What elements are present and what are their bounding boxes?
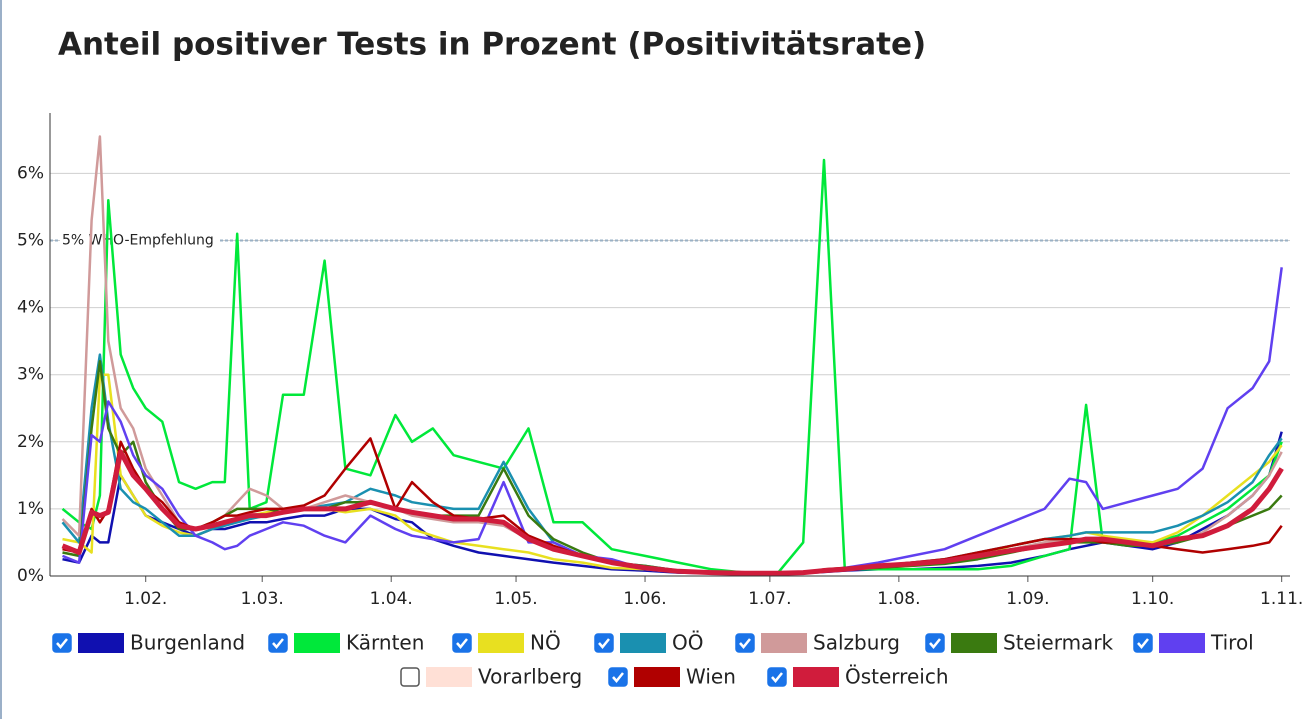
legend-swatch (951, 633, 997, 653)
legend-swatch (426, 667, 472, 687)
legend-checkbox[interactable] (608, 667, 628, 687)
series-line (61, 158, 1283, 574)
legend-item[interactable]: Burgenland (52, 631, 245, 655)
legend-item[interactable]: Kärnten (268, 631, 424, 655)
legend-item[interactable]: NÖ (452, 631, 561, 655)
y-tick-label: 4% (17, 298, 44, 318)
legend-check (456, 638, 468, 649)
x-tick-label: 1.06. (623, 589, 666, 609)
legend-item[interactable]: Vorarlberg (400, 665, 582, 689)
legend-checkbox[interactable] (400, 667, 420, 687)
reference-label: 5% WHO-Empfehlung (62, 232, 214, 248)
legend-swatch (1159, 633, 1205, 653)
x-tick-label: 1.05. (494, 589, 537, 609)
legend-label: NÖ (530, 631, 561, 655)
series-line (62, 360, 1283, 575)
legend-checkbox[interactable] (767, 667, 787, 687)
lines (61, 135, 1284, 576)
x-tick-label: 1.03. (241, 589, 284, 609)
y-tick-label: 1% (17, 499, 44, 519)
legend-label: Kärnten (346, 631, 424, 655)
legend: Burgenland Kärnten NÖ OÖ Salzburg Steiermark T… (52, 631, 1254, 689)
x-tick-label: 1.09. (1006, 589, 1049, 609)
legend-item[interactable]: Steiermark (925, 631, 1114, 655)
legend-label: Steiermark (1003, 631, 1114, 655)
chart-title: Anteil positiver Tests in Prozent (Posit… (58, 27, 926, 63)
legend-label: Vorarlberg (478, 665, 582, 689)
legend-checkbox[interactable] (452, 633, 472, 653)
legend-swatch (634, 667, 680, 687)
legend-swatch (793, 667, 839, 687)
legend-check (56, 638, 68, 649)
legend-item[interactable]: Wien (608, 665, 736, 689)
legend-swatch (478, 633, 524, 653)
legend-label: Österreich (845, 665, 949, 689)
x-tick-label: 1.07. (748, 589, 791, 609)
legend-label: OÖ (672, 631, 703, 655)
legend-checkbox[interactable] (594, 633, 614, 653)
y-tick-label: 2% (17, 432, 44, 452)
legend-check (598, 638, 610, 649)
legend-checkbox[interactable] (268, 633, 288, 653)
legend-item[interactable]: OÖ (594, 631, 703, 655)
x-tick-label: 1.10. (1131, 589, 1174, 609)
legend-label: Tirol (1210, 631, 1254, 655)
legend-swatch (620, 633, 666, 653)
y-tick-label: 5% (17, 230, 44, 250)
legend-swatch (78, 633, 124, 653)
axes: 0% 1% 2% 3% 4% 5% 6% 1.02. 1.03. 1.04. 1.05. 1.06. 1… (17, 113, 1303, 609)
legend-check (272, 638, 284, 649)
legend-checkbox[interactable] (52, 633, 72, 653)
x-tick-label: 1.08. (877, 589, 920, 609)
legend-check (612, 672, 624, 683)
left-border (0, 0, 2, 719)
legend-check (739, 638, 751, 649)
legend-item[interactable]: Salzburg (735, 631, 900, 655)
legend-checkbox[interactable] (735, 633, 755, 653)
reference-label-bg (60, 230, 220, 251)
x-tick-label: 1.02. (124, 589, 167, 609)
legend-item[interactable]: Österreich (767, 665, 949, 689)
x-tick-label: 1.04. (370, 589, 413, 609)
legend-check (1137, 638, 1149, 649)
series-line (61, 449, 1284, 576)
legend-swatch (294, 633, 340, 653)
legend-swatch (761, 633, 807, 653)
legend-label: Salzburg (813, 631, 900, 655)
legend-item[interactable]: Tirol (1133, 631, 1254, 655)
y-tick-label: 0% (17, 566, 44, 586)
y-tick-label: 3% (17, 365, 44, 385)
legend-label: Burgenland (130, 631, 245, 655)
legend-check (771, 672, 783, 683)
legend-checkbox[interactable] (925, 633, 945, 653)
y-tick-label: 6% (17, 163, 44, 183)
legend-checkbox[interactable] (1133, 633, 1153, 653)
legend-check (929, 638, 941, 649)
legend-label: Wien (686, 665, 736, 689)
x-tick-label: 1.11. (1260, 589, 1303, 609)
